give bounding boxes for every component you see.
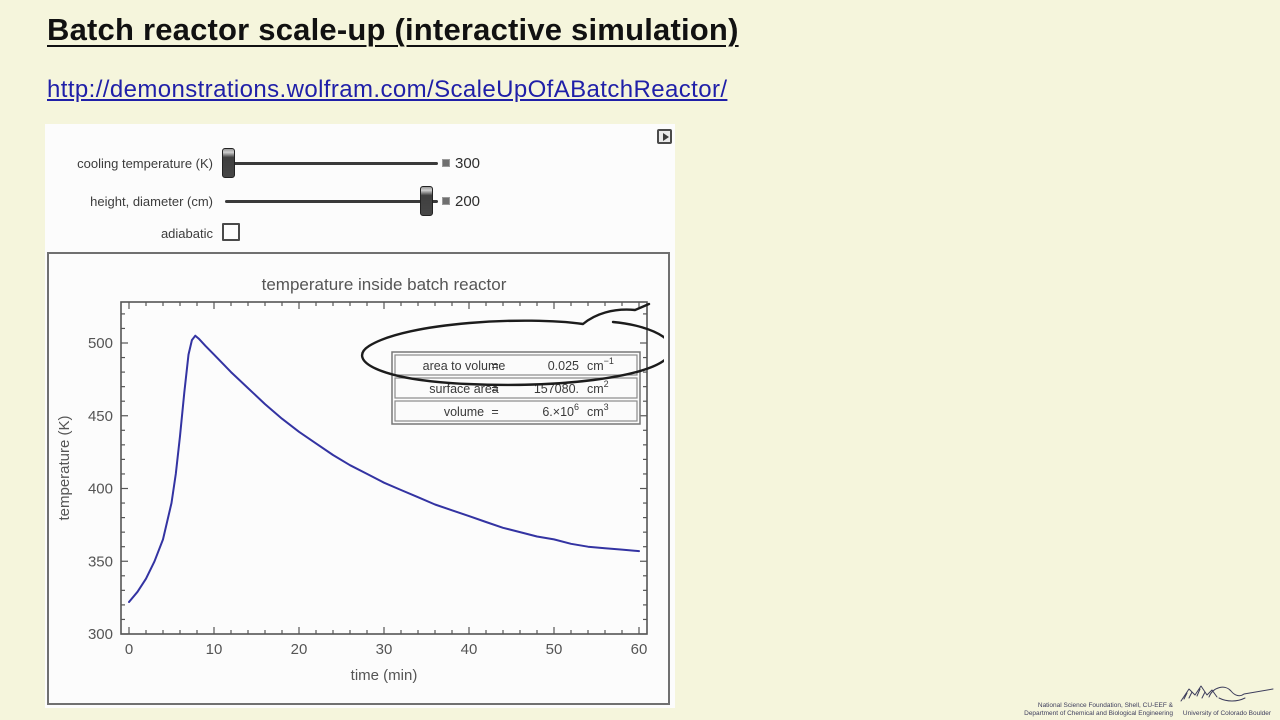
cooling-temperature-value: 300 — [455, 155, 481, 172]
equals-sign: = — [491, 359, 498, 373]
annotation-row-value: 0.025 — [548, 359, 579, 373]
adiabatic-label: adiabatic — [160, 226, 213, 241]
svg-text:60: 60 — [631, 641, 648, 658]
svg-text:10: 10 — [206, 641, 223, 658]
demonstration-link[interactable]: http://demonstrations.wolfram.com/ScaleU… — [47, 76, 728, 103]
height-diameter-value: 200 — [455, 193, 481, 210]
annotation-row-label: area to volume — [423, 359, 506, 373]
x-axis-label: time (min) — [351, 667, 418, 684]
annotation-table: area to volume = 0.025 cm−1 surface area… — [391, 351, 641, 425]
axis-tick-labels: 0 10 20 30 40 50 60 300 350 400 450 500 — [88, 335, 647, 658]
temperature-curve — [128, 334, 640, 603]
svg-text:500: 500 — [88, 335, 113, 352]
footer-line2b: University of Colorado Boulder — [1182, 710, 1272, 717]
svg-text:40: 40 — [461, 641, 478, 658]
footer-line2a: Department of Chemical and Biological En… — [1024, 710, 1173, 717]
cooling-temperature-slider-track[interactable] — [225, 162, 438, 165]
axis-ticks — [121, 302, 647, 635]
adiabatic-checkbox[interactable] — [222, 223, 240, 241]
svg-text:450: 450 — [88, 408, 113, 425]
height-diameter-slider-track[interactable] — [225, 200, 438, 203]
value-stepper-icon[interactable] — [442, 197, 450, 205]
annotation-row-value: 6.×106 — [542, 402, 579, 419]
mountain-sketch-icon — [1180, 685, 1274, 702]
svg-text:400: 400 — [88, 481, 113, 498]
annotation-row-value: 157080. — [534, 382, 579, 396]
footer-line1: National Science Foundation, Shell, CU-E… — [1037, 702, 1173, 709]
chart-panel: temperature inside batch reactor 0 10 20 30… — [47, 252, 673, 705]
play-triangle-icon — [662, 132, 669, 141]
temperature-plot: temperature inside batch reactor 0 10 20 30… — [56, 275, 673, 684]
y-axis-label: temperature (K) — [56, 415, 73, 520]
annotation-row-unit: cm2 — [587, 379, 609, 396]
svg-text:300: 300 — [88, 626, 113, 643]
svg-text:30: 30 — [376, 641, 393, 658]
svg-text:50: 50 — [546, 641, 563, 658]
annotation-row-label: volume — [444, 405, 484, 419]
panel-expander-icon[interactable] — [657, 129, 672, 144]
cooling-temperature-slider-thumb[interactable] — [222, 148, 235, 178]
height-diameter-slider-thumb[interactable] — [419, 186, 433, 216]
footer-credits: National Science Foundation, Shell, CU-E… — [1024, 681, 1275, 718]
svg-text:0: 0 — [125, 641, 133, 658]
equals-sign: = — [491, 382, 498, 396]
equals-sign: = — [491, 405, 498, 419]
page-title: Batch reactor scale-up (interactive simu… — [47, 12, 739, 47]
annotation-row-unit: cm3 — [587, 402, 609, 419]
slider-label-height-diameter: height, diameter (cm) — [90, 194, 213, 209]
slider-label-cooling-temperature: cooling temperature (K) — [77, 156, 213, 171]
chart-title: temperature inside batch reactor — [262, 275, 507, 294]
svg-text:20: 20 — [291, 641, 308, 658]
svg-text:350: 350 — [88, 553, 113, 570]
value-stepper-icon[interactable] — [442, 159, 450, 167]
demonstration-panel: cooling temperature (K) 300 height, diam… — [45, 124, 675, 708]
annotation-row-unit: cm−1 — [587, 356, 614, 373]
